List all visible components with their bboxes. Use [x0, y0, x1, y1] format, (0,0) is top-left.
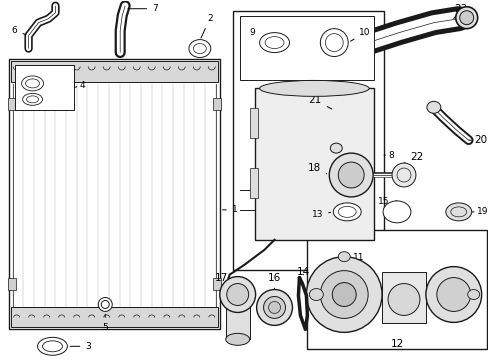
Ellipse shape [338, 252, 349, 262]
Ellipse shape [333, 203, 361, 221]
Circle shape [256, 289, 292, 325]
Text: 6: 6 [12, 26, 26, 35]
Circle shape [391, 163, 415, 187]
Text: 19: 19 [471, 207, 488, 216]
Circle shape [268, 301, 280, 314]
Text: 16: 16 [267, 273, 281, 289]
Ellipse shape [329, 143, 342, 153]
Ellipse shape [38, 337, 67, 355]
Circle shape [219, 276, 255, 312]
Bar [249, 108, 257, 138]
Circle shape [436, 278, 470, 311]
Text: 15: 15 [378, 197, 396, 206]
Text: 18: 18 [307, 163, 326, 174]
Bar [232, 11, 383, 270]
Bar [9, 59, 219, 329]
Text: 14: 14 [296, 267, 309, 276]
Text: 23: 23 [453, 4, 467, 19]
Ellipse shape [455, 7, 477, 29]
Circle shape [425, 267, 481, 323]
Text: 3: 3 [70, 342, 91, 351]
Circle shape [263, 297, 285, 318]
Circle shape [98, 297, 112, 311]
Circle shape [101, 301, 109, 309]
Ellipse shape [338, 206, 355, 217]
Ellipse shape [42, 341, 62, 352]
Bar [15, 66, 74, 110]
Text: 5: 5 [102, 314, 108, 332]
Text: 8: 8 [383, 150, 393, 159]
Ellipse shape [445, 203, 471, 221]
Bar [11, 60, 217, 82]
Text: 20: 20 [468, 135, 486, 145]
Ellipse shape [225, 333, 249, 345]
Circle shape [320, 271, 367, 318]
Ellipse shape [382, 201, 410, 223]
Circle shape [338, 162, 364, 188]
Bar [212, 278, 220, 289]
Bar [381, 271, 425, 323]
Text: 21: 21 [308, 95, 331, 109]
Ellipse shape [467, 289, 479, 300]
Circle shape [226, 284, 248, 306]
Bar [8, 278, 16, 289]
Text: 17: 17 [215, 273, 234, 283]
Bar [307, 230, 486, 349]
Circle shape [332, 283, 355, 306]
Ellipse shape [309, 288, 323, 301]
Bar [239, 16, 373, 80]
Text: 22: 22 [403, 152, 423, 163]
Text: 10: 10 [350, 28, 370, 41]
Bar [254, 89, 373, 240]
Bar [11, 307, 217, 327]
Text: 9: 9 [249, 28, 255, 37]
Bar [8, 98, 16, 110]
Bar [225, 294, 249, 339]
Text: 13: 13 [311, 210, 330, 219]
Text: 7: 7 [128, 4, 158, 13]
Text: 12: 12 [389, 339, 403, 349]
Text: 11: 11 [353, 253, 364, 262]
Bar [249, 168, 257, 198]
Circle shape [306, 257, 381, 332]
Ellipse shape [459, 11, 473, 24]
Bar [212, 98, 220, 110]
Ellipse shape [259, 80, 368, 96]
Text: 2: 2 [201, 14, 212, 38]
Text: 1: 1 [222, 205, 237, 214]
Ellipse shape [426, 101, 440, 113]
Circle shape [328, 153, 372, 197]
Text: 4: 4 [74, 81, 85, 90]
Circle shape [387, 284, 419, 315]
